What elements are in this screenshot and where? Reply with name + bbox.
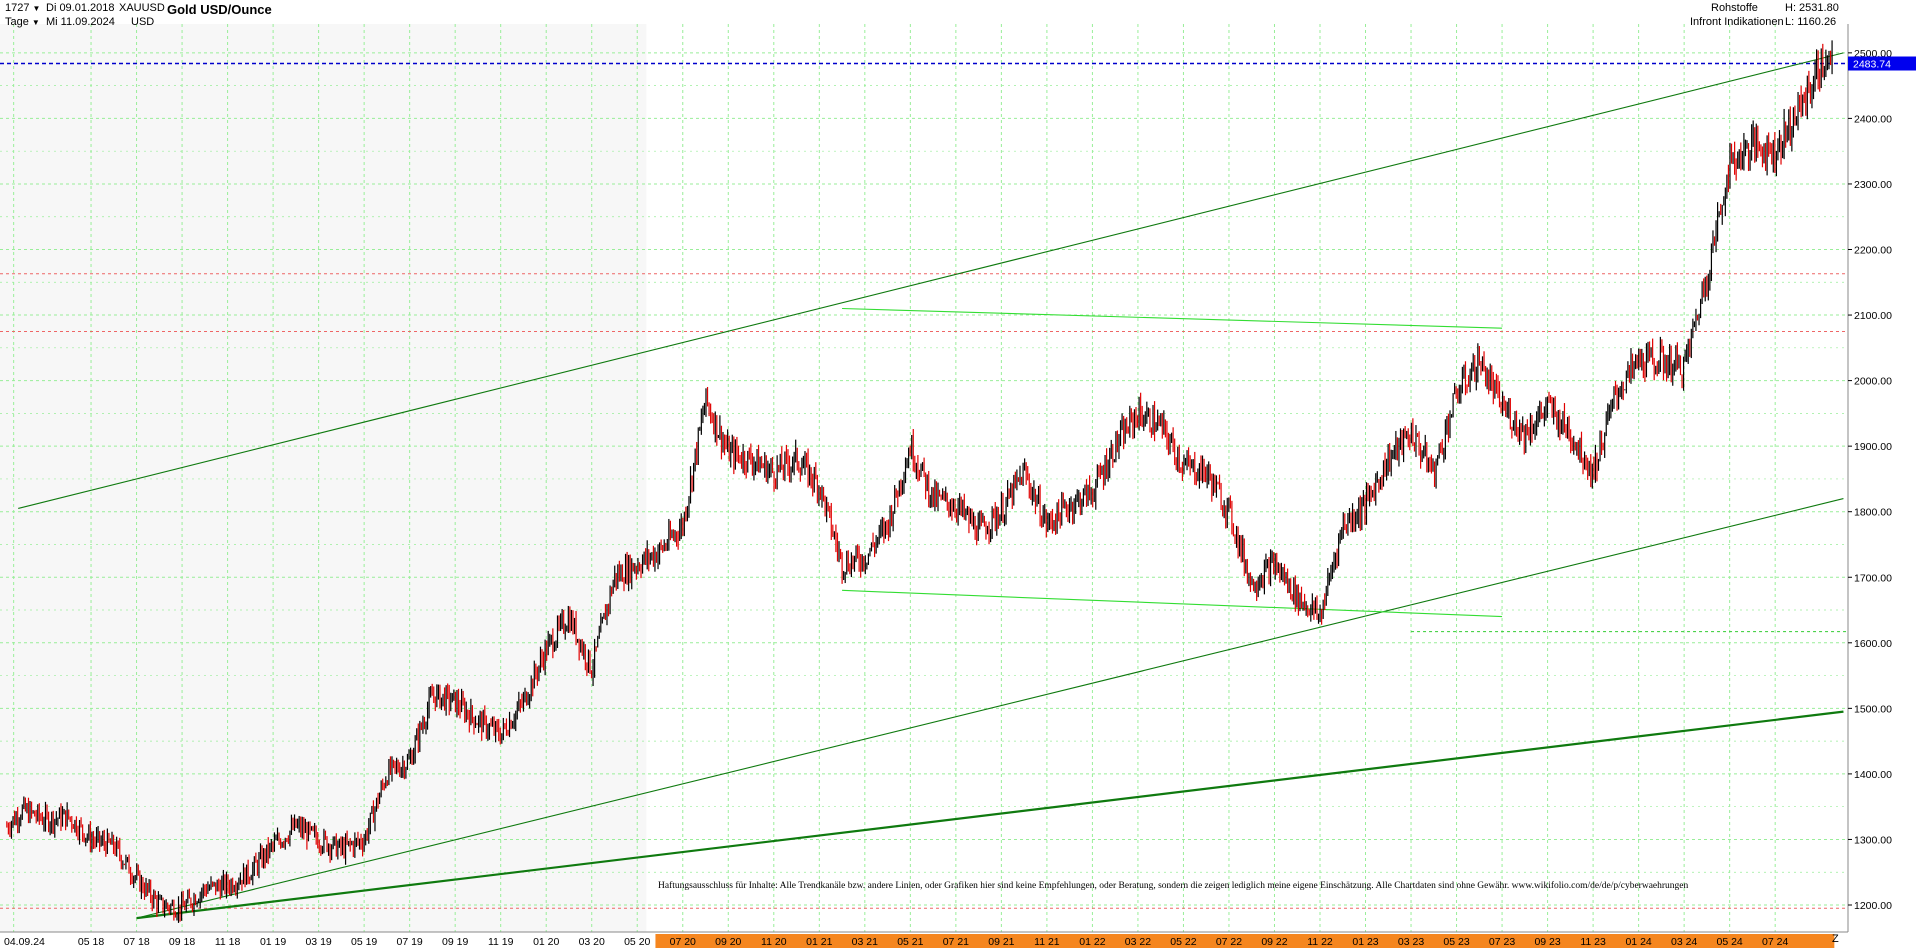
x-tick-label: 07 21 (943, 936, 969, 948)
x-tick-label: 05 20 (624, 936, 650, 948)
end-date: Mi 11.09.2024 (46, 16, 115, 28)
trend-line (842, 307, 1503, 329)
x-tick-label: 03 21 (852, 936, 878, 948)
x-tick-label: 01 19 (260, 936, 286, 948)
x-tick-label: 01 23 (1352, 936, 1378, 948)
x-tick-label: 07 22 (1216, 936, 1242, 948)
y-tick-label: 1400.00 (1854, 769, 1892, 781)
y-tick-label: 1500.00 (1854, 703, 1892, 715)
y-tick-label: 2200.00 (1854, 245, 1892, 257)
bar-count-selector[interactable]: 1727 ▼ (5, 1, 40, 16)
x-tick-label: 11 23 (1580, 936, 1606, 948)
x-tick-label: 03 19 (305, 936, 331, 948)
x-tick-label: 09 23 (1534, 936, 1560, 948)
x-tick-label: 01 20 (533, 936, 559, 948)
y-tick-label: 2100.00 (1854, 310, 1892, 322)
x-tick-label: 05 22 (1170, 936, 1196, 948)
currency-label: USD (131, 16, 155, 28)
y-tick-label: 1200.00 (1854, 900, 1892, 912)
shaded-region (0, 24, 647, 932)
chart-title: Gold USD/Ounce (167, 2, 272, 17)
y-tick-label: 1600.00 (1854, 638, 1892, 650)
x-tick-label: 04.09.24 (4, 936, 45, 948)
y-tick-label: 1300.00 (1854, 834, 1892, 846)
start-date: Di 09.01.2018 (46, 2, 115, 14)
x-tick-label: 07 23 (1489, 936, 1515, 948)
low-value: L: 1160.26 (1785, 16, 1837, 28)
x-tick-label: 05 19 (351, 936, 377, 948)
x-tick-label: 03 22 (1125, 936, 1151, 948)
x-tick-label: 09 18 (169, 936, 195, 948)
trend-lines (18, 52, 1844, 920)
price-tag-label: 2483.74 (1853, 59, 1891, 71)
grid-lines (0, 24, 1848, 932)
x-tick-label: 05 23 (1443, 936, 1469, 948)
interval-value[interactable]: Tage (5, 16, 29, 28)
x-tick-label: 09 19 (442, 936, 468, 948)
symbol-label: XAUUSD (119, 2, 165, 14)
y-tick-label: 1900.00 (1854, 441, 1892, 453)
trend-line (18, 52, 1844, 509)
x-tick-label: 01 22 (1079, 936, 1105, 948)
y-tick-label: 2000.00 (1854, 376, 1892, 388)
x-tick-label: 09 20 (715, 936, 741, 948)
y-tick-label: 1800.00 (1854, 507, 1892, 519)
source-label: Infront Indikationen (1690, 16, 1784, 28)
category-label: Rohstoffe (1711, 2, 1758, 14)
x-tick-label: 09 22 (1261, 936, 1287, 948)
x-tick-label: 07 24 (1762, 936, 1788, 948)
zoom-button[interactable]: Z (1832, 933, 1839, 945)
y-axis: 1200.00 1300.00 1400.00 1500.00 1600.00 1700.… (1847, 24, 1916, 932)
x-tick-label: 03 23 (1398, 936, 1424, 948)
x-tick-label: 09 21 (988, 936, 1014, 948)
horizontal-levels (0, 62, 1848, 909)
x-tick-label: 07 20 (670, 936, 696, 948)
x-tick-label: 05 21 (897, 936, 923, 948)
interval-selector[interactable]: Tage ▼ (5, 15, 40, 30)
trend-line (842, 589, 1503, 618)
x-tick-label: 01 24 (1625, 936, 1651, 948)
x-tick-label: 11 18 (215, 936, 241, 948)
trend-line (136, 710, 1844, 920)
dropdown-arrow-icon[interactable]: ▼ (31, 18, 40, 27)
x-tick-label: 11 19 (488, 936, 514, 948)
x-tick-label: 07 18 (123, 936, 149, 948)
price-tag (1848, 56, 1916, 71)
x-tick-label: 03 20 (579, 936, 605, 948)
y-tick-label: 2400.00 (1854, 113, 1892, 125)
x-tick-label: 07 19 (397, 936, 423, 948)
y-tick-label: 1700.00 (1854, 572, 1892, 584)
y-axis-panel (1848, 24, 1916, 932)
x-tick-label: 05 18 (78, 936, 104, 948)
trend-line (136, 498, 1844, 919)
disclaimer-text: Haftungsausschluss für Inhalte: Alle Tre… (658, 881, 1689, 891)
x-tick-label: 11 20 (761, 936, 787, 948)
x-tick-label: 11 22 (1307, 936, 1333, 948)
x-tick-label: 11 21 (1034, 936, 1060, 948)
bar-count-value[interactable]: 1727 (5, 2, 30, 14)
price-series (6, 40, 1833, 923)
dropdown-arrow-icon[interactable]: ▼ (32, 4, 41, 13)
x-axis: 04.09.24 05 18 07 18 09 18 11 18 01 19 03 19 05… (0, 931, 1848, 948)
high-value: H: 2531.80 (1785, 2, 1839, 14)
highlight-band (655, 934, 1835, 948)
y-tick-label: 2300.00 (1854, 179, 1892, 191)
x-tick-label: 01 21 (806, 936, 832, 948)
x-tick-label: 05 24 (1717, 936, 1743, 948)
x-tick-label: 03 24 (1671, 936, 1697, 948)
